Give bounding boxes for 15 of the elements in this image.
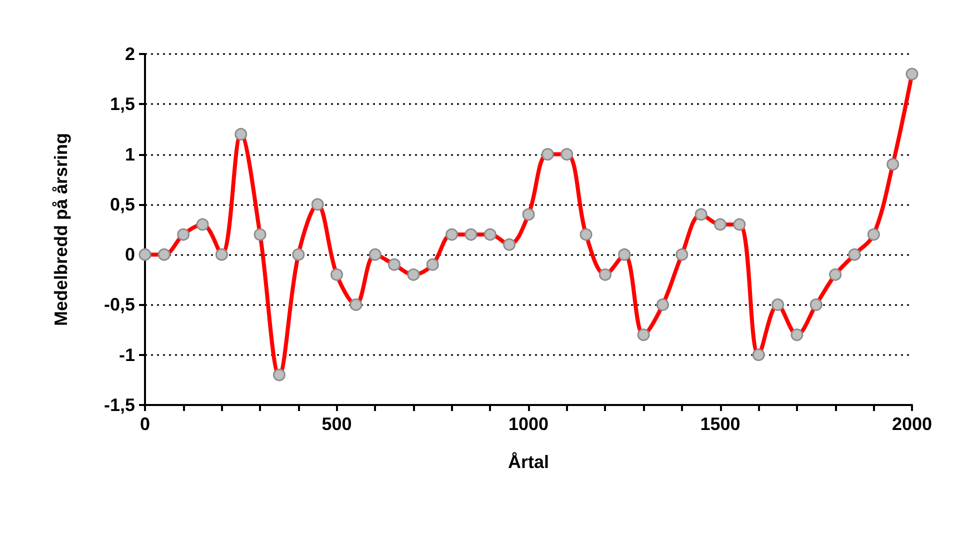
x-axis-title: Årtal bbox=[508, 452, 550, 472]
x-tick-label: 1500 bbox=[700, 414, 740, 434]
y-tick-label: 2 bbox=[124, 44, 135, 64]
y-tick-label: -1 bbox=[118, 344, 135, 365]
y-tick-label: 1,5 bbox=[110, 94, 135, 114]
y-tick-label: -1,5 bbox=[104, 395, 135, 415]
y-tick-label: 0,5 bbox=[110, 194, 135, 214]
y-tick-label: 1 bbox=[124, 144, 135, 164]
y-tick-label: -0,5 bbox=[104, 294, 135, 315]
y-tick-label: 0 bbox=[124, 244, 135, 265]
x-tick-label: 2000 bbox=[892, 414, 932, 434]
x-tick-label: 0 bbox=[140, 414, 150, 434]
x-tick-label: 500 bbox=[322, 414, 352, 434]
y-axis-title: Medelbredd på årsring bbox=[51, 132, 71, 326]
x-tick-label: 1000 bbox=[508, 414, 549, 434]
